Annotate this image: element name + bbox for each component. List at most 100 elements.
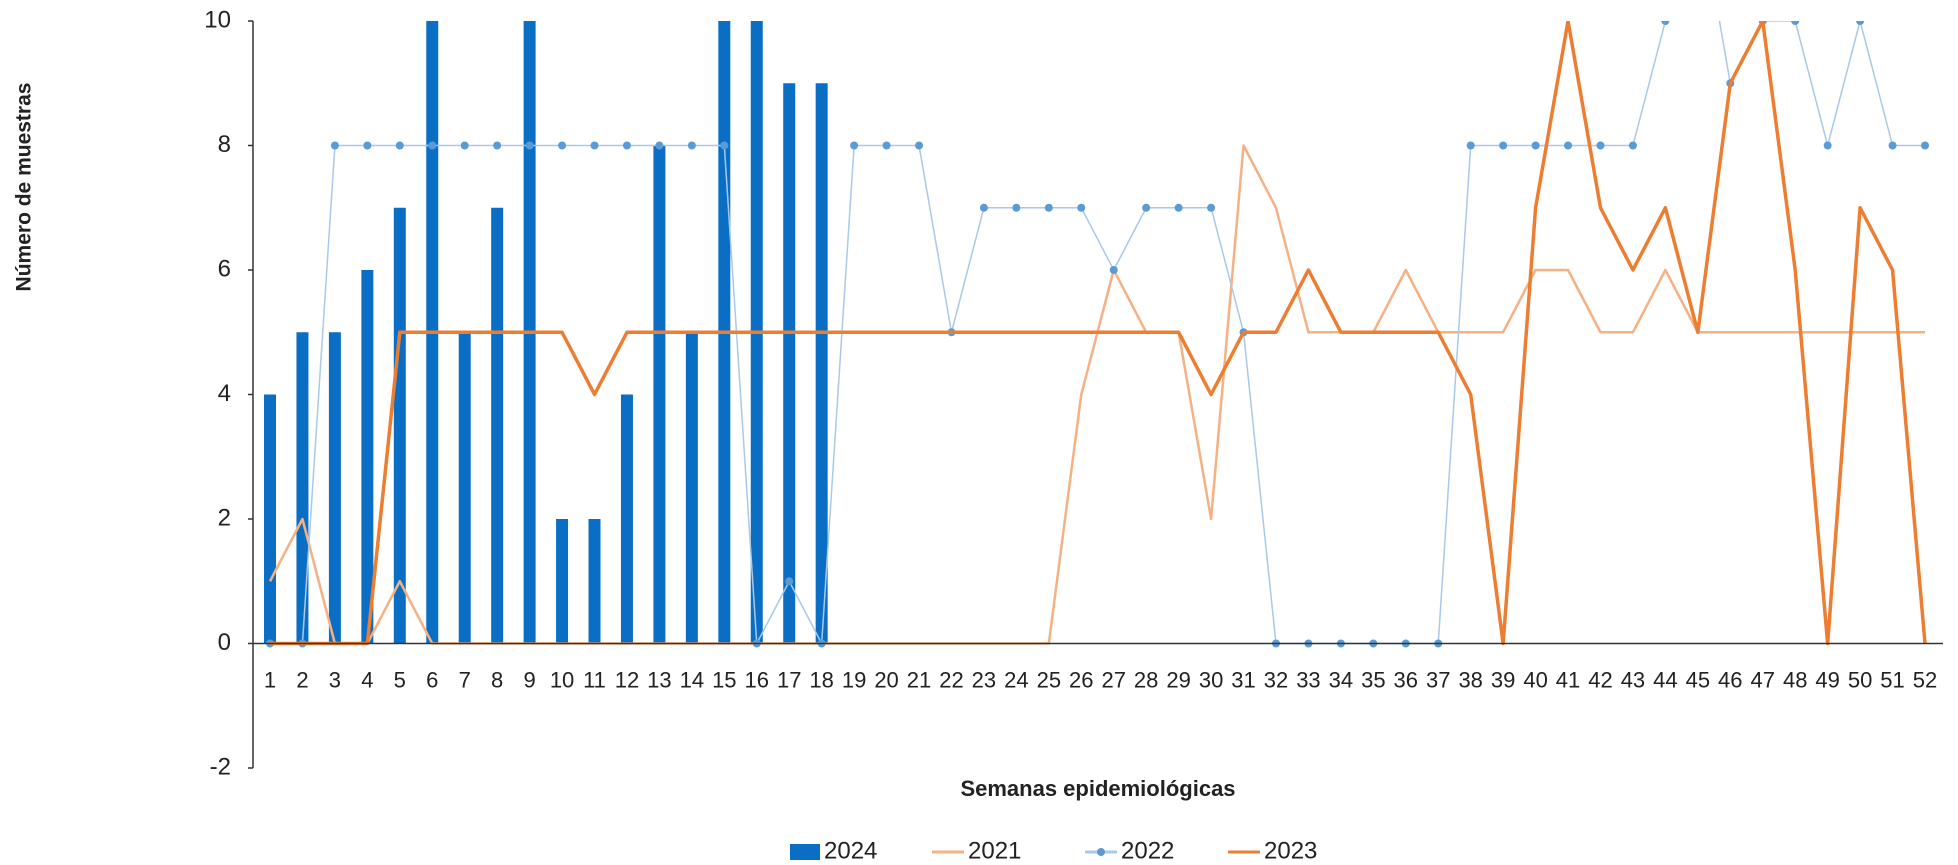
x-tick-label: 1 bbox=[264, 667, 276, 692]
y-tick-label: 4 bbox=[218, 380, 231, 407]
legend-label: 2021 bbox=[968, 837, 1021, 864]
bar bbox=[328, 332, 341, 644]
x-axis-title: Semanas epidemiológicas bbox=[960, 776, 1235, 801]
marker bbox=[1564, 141, 1573, 150]
marker bbox=[1077, 203, 1086, 212]
marker bbox=[915, 141, 924, 150]
marker bbox=[1596, 141, 1605, 150]
marker bbox=[850, 141, 859, 150]
line-2021 bbox=[268, 144, 1925, 645]
x-tick-label: 45 bbox=[1686, 667, 1710, 692]
y-tick-label: 2 bbox=[218, 504, 231, 531]
marker bbox=[1661, 21, 1670, 25]
marker bbox=[1142, 203, 1151, 212]
x-tick-label: 37 bbox=[1426, 667, 1450, 692]
marker bbox=[590, 141, 599, 150]
x-tick-label: 31 bbox=[1231, 667, 1255, 692]
bar bbox=[458, 332, 471, 644]
y-tick-label: 10 bbox=[204, 6, 231, 33]
x-tick-label: 10 bbox=[550, 667, 574, 692]
x-tick-label: 51 bbox=[1880, 667, 1904, 692]
marker bbox=[395, 141, 404, 150]
marker bbox=[428, 141, 437, 150]
x-tick-label: 50 bbox=[1848, 667, 1872, 692]
y-tick-label: 8 bbox=[218, 131, 231, 158]
x-tick-label: 18 bbox=[809, 667, 833, 692]
x-tick-label: 46 bbox=[1718, 667, 1742, 692]
bar bbox=[264, 394, 276, 644]
x-tick-label: 30 bbox=[1199, 667, 1223, 692]
y-tick-label: -2 bbox=[210, 753, 231, 780]
x-tick-label: 26 bbox=[1069, 667, 1093, 692]
marker bbox=[785, 577, 794, 586]
marker bbox=[720, 141, 729, 150]
x-tick-label: 33 bbox=[1296, 667, 1320, 692]
marker bbox=[979, 203, 988, 212]
x-tick-label: 52 bbox=[1913, 667, 1937, 692]
marker bbox=[363, 141, 372, 150]
x-tick-label: 35 bbox=[1361, 667, 1385, 692]
x-tick-label: 23 bbox=[972, 667, 996, 692]
marker bbox=[1207, 203, 1216, 212]
x-tick-label: 4 bbox=[361, 667, 373, 692]
marker bbox=[1823, 141, 1832, 150]
marker bbox=[493, 141, 502, 150]
x-tick-label: 25 bbox=[1037, 667, 1061, 692]
legend-label: 2024 bbox=[824, 837, 877, 864]
marker bbox=[1628, 141, 1637, 150]
bar bbox=[588, 519, 601, 644]
x-tick-label: 19 bbox=[842, 667, 866, 692]
x-tick-label: 16 bbox=[745, 667, 769, 692]
legend-label: 2023 bbox=[1264, 837, 1317, 864]
x-tick-label: 29 bbox=[1166, 667, 1190, 692]
x-tick-label: 14 bbox=[680, 667, 704, 692]
x-tick-label: 34 bbox=[1329, 667, 1353, 692]
x-tick-label: 43 bbox=[1621, 667, 1645, 692]
x-tick-label: 44 bbox=[1653, 667, 1677, 692]
bar bbox=[393, 207, 406, 644]
line-2022 bbox=[270, 21, 1925, 645]
marker bbox=[622, 141, 631, 150]
marker bbox=[525, 141, 534, 150]
legend-marker bbox=[1097, 848, 1105, 856]
x-tick-label: 42 bbox=[1588, 667, 1612, 692]
x-tick-label: 49 bbox=[1815, 667, 1839, 692]
marker bbox=[1888, 141, 1897, 150]
x-tick-label: 2 bbox=[296, 667, 308, 692]
marker bbox=[1856, 21, 1865, 25]
bar bbox=[620, 394, 633, 644]
marker bbox=[1044, 203, 1053, 212]
x-tick-label: 7 bbox=[459, 667, 471, 692]
marker bbox=[1466, 141, 1475, 150]
x-tick-label: 8 bbox=[491, 667, 503, 692]
marker bbox=[1109, 266, 1118, 274]
x-tick-label: 38 bbox=[1458, 667, 1482, 692]
x-tick-label: 5 bbox=[394, 667, 406, 692]
x-tick-label: 24 bbox=[1004, 667, 1028, 692]
x-tick-label: 20 bbox=[874, 667, 898, 692]
bar bbox=[491, 207, 504, 644]
marker bbox=[1531, 141, 1540, 150]
marker bbox=[687, 141, 696, 150]
x-tick-label: 41 bbox=[1556, 667, 1580, 692]
x-tick-label: 3 bbox=[329, 667, 341, 692]
x-tick-label: 15 bbox=[712, 667, 736, 692]
x-tick-label: 21 bbox=[907, 667, 931, 692]
line-2023 bbox=[270, 21, 1927, 646]
x-tick-label: 47 bbox=[1751, 667, 1775, 692]
bar bbox=[783, 83, 796, 644]
x-tick-label: 11 bbox=[583, 667, 606, 692]
legend-label: 2022 bbox=[1121, 837, 1174, 864]
x-tick-label: 12 bbox=[615, 667, 639, 692]
x-tick-label: 22 bbox=[939, 667, 963, 692]
x-tick-label: 48 bbox=[1783, 667, 1807, 692]
bar bbox=[361, 270, 374, 644]
x-tick-label: 17 bbox=[777, 667, 801, 692]
x-tick-label: 40 bbox=[1523, 667, 1547, 692]
legend-swatch bbox=[790, 844, 820, 860]
bar bbox=[653, 145, 666, 644]
x-tick-label: 13 bbox=[647, 667, 671, 692]
marker bbox=[460, 141, 469, 150]
